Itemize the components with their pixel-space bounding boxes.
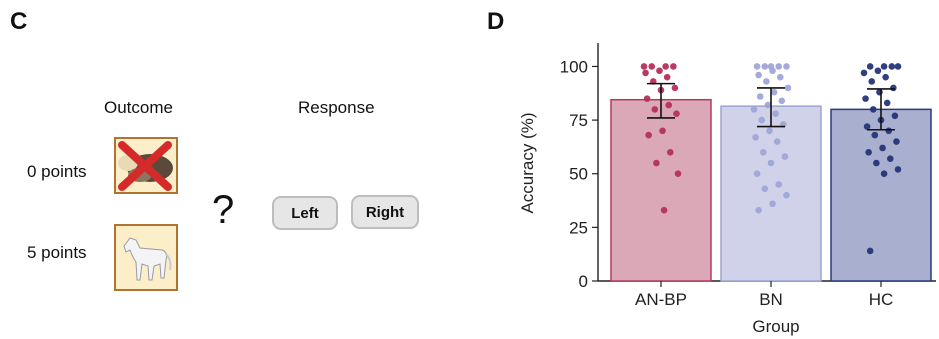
data-point: [883, 99, 891, 107]
bar: [830, 108, 932, 282]
data-point: [674, 170, 682, 178]
y-tick-label: 50: [569, 165, 588, 184]
data-point: [660, 206, 668, 214]
response-header: Response: [298, 98, 375, 117]
y-tick-label: 75: [569, 111, 588, 130]
data-point: [888, 63, 896, 70]
data-point: [764, 101, 772, 109]
data-point: [769, 200, 776, 208]
data-point: [772, 110, 779, 117]
data-point: [886, 155, 894, 163]
data-point: [752, 133, 759, 141]
outcome-header: Outcome: [104, 98, 173, 117]
data-point: [659, 127, 666, 135]
data-point: [869, 106, 877, 113]
data-point: [750, 106, 758, 113]
data-point: [663, 73, 671, 81]
data-point: [773, 138, 781, 145]
data-point: [758, 116, 766, 124]
data-point: [863, 123, 871, 130]
data-point: [665, 101, 673, 109]
data-point: [879, 144, 886, 152]
data-point: [894, 63, 902, 70]
data-point: [648, 63, 656, 70]
data-point: [783, 191, 790, 199]
data-point: [769, 67, 776, 75]
outcome-label-5-points: 5 points: [27, 243, 87, 262]
data-point: [766, 127, 773, 135]
data-point: [759, 148, 767, 156]
y-tick-label: 100: [560, 57, 588, 76]
accuracy-bar-chart: 0 25 50 75 100 Accuracy (%) AN-BP BN HC Group: [518, 43, 936, 336]
data-point: [874, 67, 882, 75]
data-point: [891, 112, 899, 120]
data-point: [860, 69, 868, 77]
bar: [720, 105, 822, 282]
data-point: [775, 181, 783, 188]
data-point: [662, 63, 669, 70]
data-point: [868, 78, 876, 85]
five-points-card: [114, 224, 178, 291]
panel-d-label: D: [487, 8, 505, 35]
data-point: [784, 84, 792, 92]
data-point: [753, 63, 761, 70]
outcome-label-0-points: 0 points: [27, 162, 87, 181]
data-point: [770, 88, 778, 96]
data-point: [753, 170, 761, 178]
data-point: [894, 166, 902, 173]
data-point: [666, 148, 674, 156]
data-point: [761, 63, 769, 70]
data-point: [645, 131, 652, 139]
data-point: [880, 63, 888, 70]
data-point: [671, 84, 679, 92]
data-point: [761, 185, 769, 193]
data-point: [893, 138, 900, 145]
data-point: [767, 159, 775, 167]
data-point: [643, 95, 651, 102]
data-point: [656, 67, 663, 75]
data-point: [871, 131, 879, 139]
y-tick-label: 25: [569, 218, 588, 237]
data-point: [756, 93, 764, 100]
panel-c-label: C: [10, 8, 28, 35]
data-point: [866, 63, 874, 70]
data-point: [873, 159, 880, 167]
x-tick-label: BN: [759, 290, 783, 309]
data-point: [783, 63, 790, 70]
data-point: [865, 148, 872, 156]
data-point: [775, 63, 783, 70]
data-point: [890, 84, 897, 92]
data-point: [642, 69, 649, 77]
data-point: [885, 127, 893, 135]
y-tick-label: 0: [579, 272, 588, 291]
data-point: [882, 73, 889, 81]
y-axis-label: Accuracy (%): [518, 112, 537, 213]
data-point: [670, 63, 677, 70]
left-button[interactable]: Left: [272, 196, 338, 230]
right-button[interactable]: Right: [351, 195, 419, 229]
data-point: [755, 206, 762, 214]
zero-points-card: [114, 137, 178, 194]
crossed-out-animal-icon: [118, 141, 173, 191]
data-point: [763, 78, 770, 85]
data-point: [755, 71, 762, 79]
question-mark: ?: [212, 188, 235, 232]
data-point: [640, 63, 648, 70]
data-point: [866, 247, 874, 255]
data-point: [673, 110, 680, 117]
data-point: [778, 97, 786, 105]
x-tick-label: HC: [869, 290, 894, 309]
data-point: [651, 106, 659, 113]
bar: [610, 98, 712, 282]
x-axis-label: Group: [752, 317, 799, 336]
data-point: [862, 95, 869, 102]
horse-icon: [123, 237, 172, 281]
data-point: [653, 159, 660, 167]
data-point: [880, 170, 888, 178]
data-point: [776, 73, 784, 81]
data-point: [781, 153, 789, 160]
x-tick-label: AN-BP: [635, 290, 687, 309]
